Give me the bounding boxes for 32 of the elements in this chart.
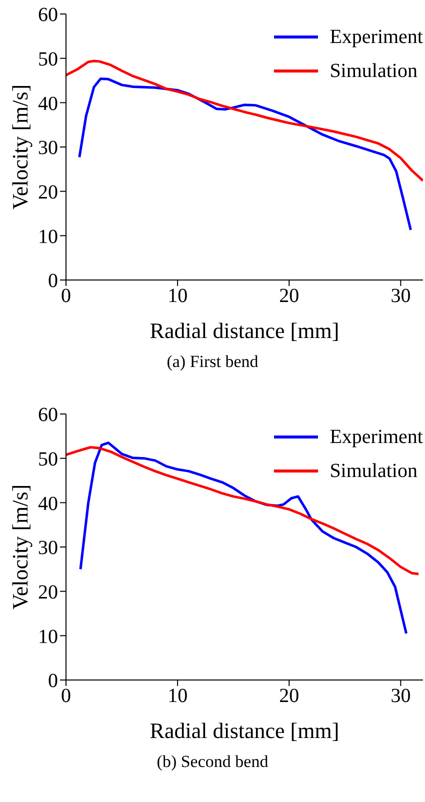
x-tick-label: 20: [279, 285, 300, 308]
text: (a) First bend: [166, 352, 258, 371]
x-tick-label: 30: [390, 685, 411, 708]
x-tick-label: 20: [279, 685, 300, 708]
y-tick-label: 20: [38, 181, 58, 204]
x-axis-title: Radial distance [mm]: [150, 718, 340, 743]
y-tick-label: 10: [38, 226, 58, 248]
y-tick-label: 60: [38, 404, 58, 426]
legend-label: Experiment: [330, 425, 423, 450]
y-tick-label: 60: [38, 4, 58, 26]
y-tick-label: 0: [48, 670, 58, 692]
y-axis-title: Velocity [m/s]: [8, 484, 32, 610]
y-tick-label: 40: [38, 92, 58, 115]
y-tick-label: 20: [38, 581, 58, 604]
y-axis-title: Velocity [m/s]: [8, 84, 32, 210]
x-tick-label: 30: [390, 285, 411, 308]
y-tick-label: 40: [38, 492, 58, 515]
text: (b) Second bend: [156, 752, 268, 771]
y-tick-label: 10: [38, 626, 58, 648]
y-tick-label: 0: [48, 270, 58, 292]
y-tick-label: 30: [38, 137, 58, 160]
legend-label: Experiment: [330, 25, 423, 50]
legend-label: Simulation: [330, 59, 418, 84]
x-axis-title: Radial distance [mm]: [150, 318, 340, 343]
y-tick-label: 30: [38, 537, 58, 560]
line-series: [66, 446, 420, 576]
legend-label: Simulation: [330, 459, 418, 484]
x-tick-label: 10: [168, 685, 188, 708]
y-tick-label: 50: [38, 448, 58, 470]
line-series: [66, 60, 423, 182]
y-tick-label: 50: [38, 48, 58, 70]
x-tick-label: 10: [168, 285, 188, 308]
